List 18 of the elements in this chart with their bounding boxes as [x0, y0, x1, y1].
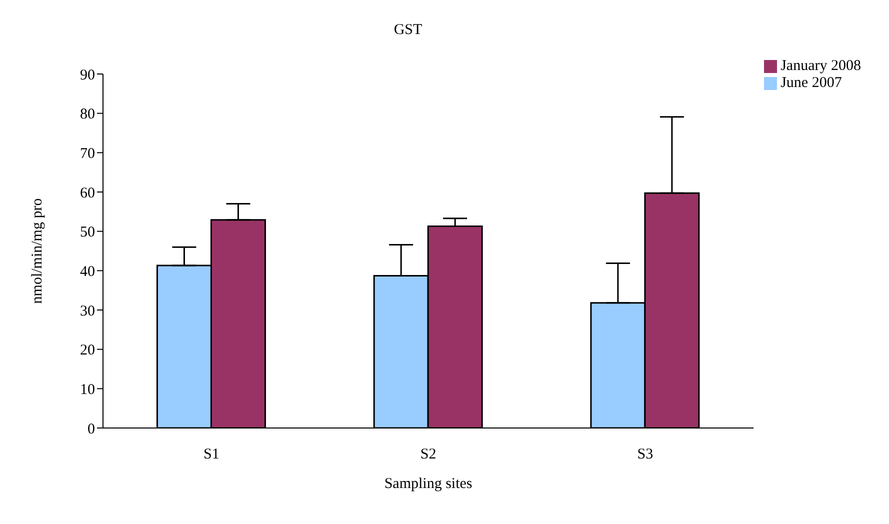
x-tick-label: S3 [637, 446, 654, 463]
y-tick-label: 30 [80, 303, 95, 320]
y-tick-label: 70 [80, 146, 95, 162]
y-tick-label: 80 [80, 106, 95, 123]
x-tick-label: S1 [204, 446, 220, 463]
chart-title: GST [392, 22, 424, 39]
y-axis-title: nmol/min/mg pro [29, 198, 46, 304]
y-tick-label: 50 [80, 224, 95, 241]
x-tick-label: S2 [420, 446, 436, 463]
y-tick-label: 0 [88, 421, 95, 438]
legend-label: June 2007 [780, 75, 842, 91]
legend-label: January 2008 [780, 58, 861, 74]
y-tick-label: 40 [80, 264, 95, 280]
y-tick-label: 60 [80, 185, 95, 202]
x-axis-title: Sampling sites [384, 476, 472, 492]
y-tick-label: 90 [80, 67, 95, 84]
y-tick-label: 20 [80, 342, 95, 359]
y-tick-label: 10 [80, 382, 95, 398]
